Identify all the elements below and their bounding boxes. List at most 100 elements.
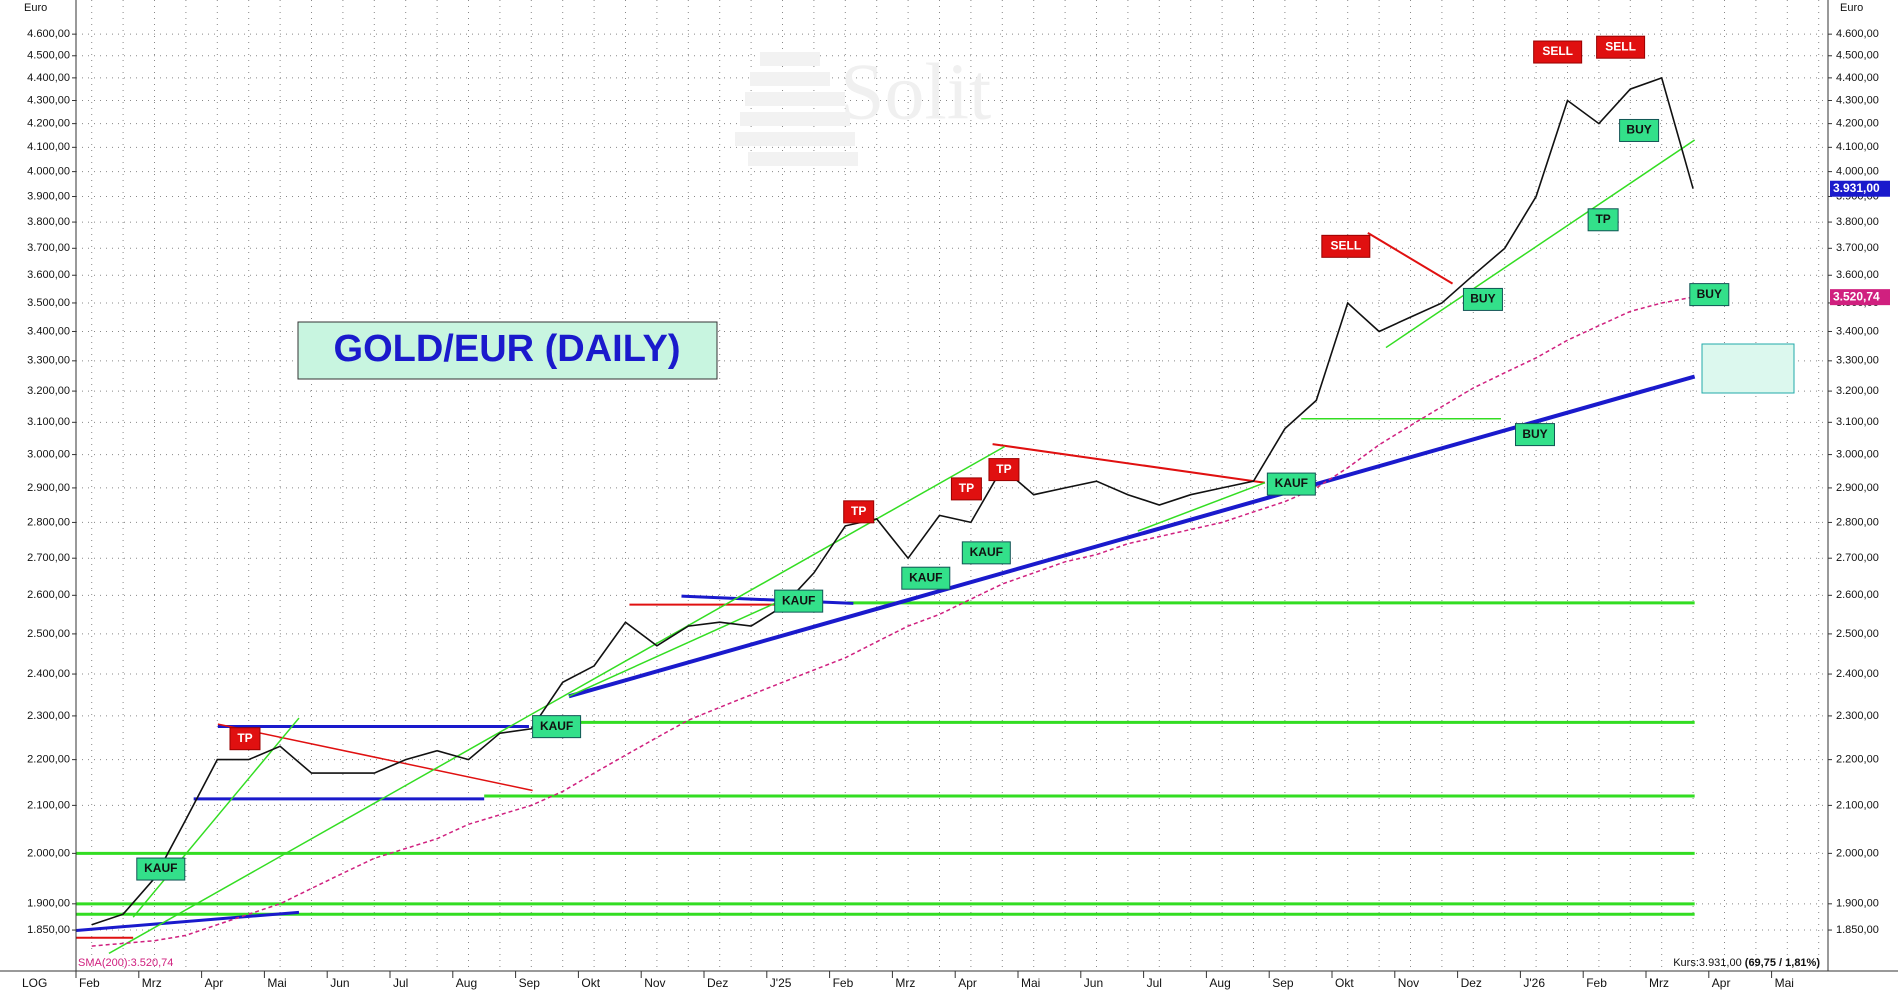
signal-label: TP bbox=[1595, 212, 1610, 226]
y-tick-label-right: 2.400,00 bbox=[1836, 668, 1879, 680]
watermark: Solit bbox=[840, 48, 991, 136]
price-tag-box bbox=[1830, 180, 1890, 197]
x-tick-label: Sep bbox=[519, 976, 541, 990]
trend-line bbox=[568, 374, 1696, 699]
y-tick-label-right: 3.800,00 bbox=[1836, 216, 1879, 228]
y-tick-label-right: 2.600,00 bbox=[1836, 589, 1879, 601]
target-box bbox=[1701, 343, 1795, 394]
x-tick-label: Jul bbox=[1147, 976, 1162, 990]
y-tick-label: 4.500,00 bbox=[27, 50, 70, 62]
y-tick-label-right: 4.400,00 bbox=[1836, 72, 1879, 84]
signal-label: SELL bbox=[1330, 239, 1361, 253]
x-tick-label: Jun bbox=[330, 976, 349, 990]
x-tick-label: J'25 bbox=[770, 976, 792, 990]
y-tick-label: 2.200,00 bbox=[27, 754, 70, 766]
x-tick-label: Aug bbox=[1209, 976, 1230, 990]
trend-line bbox=[108, 445, 1006, 955]
signal-box bbox=[1596, 35, 1646, 59]
signal-label: BUY bbox=[1626, 123, 1651, 137]
y-tick-label-right: 2.200,00 bbox=[1836, 754, 1879, 766]
y-tick-label: 4.000,00 bbox=[27, 166, 70, 178]
y-tick-label: 2.100,00 bbox=[27, 799, 70, 811]
x-tick-label: Mai bbox=[267, 976, 286, 990]
signal-box bbox=[843, 500, 875, 524]
trend-line bbox=[681, 594, 854, 605]
y-tick-label-right: 4.100,00 bbox=[1836, 141, 1879, 153]
signal-box bbox=[901, 566, 951, 590]
signal-box bbox=[1619, 118, 1660, 142]
y-axis-label-right: Euro bbox=[1840, 2, 1863, 14]
y-tick-label-right: 3.100,00 bbox=[1836, 416, 1879, 428]
x-tick-label: Apr bbox=[205, 976, 224, 990]
y-tick-label: 3.800,00 bbox=[27, 216, 70, 228]
x-tick-label: Okt bbox=[1335, 976, 1354, 990]
plot bbox=[76, 76, 1696, 955]
y-tick-label-right: 2.700,00 bbox=[1836, 552, 1879, 564]
signal-box bbox=[774, 589, 824, 613]
signal-box bbox=[136, 857, 186, 881]
y-tick-label: 4.600,00 bbox=[27, 28, 70, 40]
y-axis-label: Euro bbox=[24, 2, 47, 14]
y-tick-label-right: 2.000,00 bbox=[1836, 847, 1879, 859]
trend-line bbox=[568, 602, 776, 698]
y-tick-label: 2.300,00 bbox=[27, 710, 70, 722]
signal-label: KAUF bbox=[970, 545, 1003, 559]
y-tick-label-right: 4.600,00 bbox=[1836, 28, 1879, 40]
y-tick-label: 2.700,00 bbox=[27, 552, 70, 564]
y-tick-label-right: 1.900,00 bbox=[1836, 898, 1879, 910]
quote-price: Kurs:3.931,00 bbox=[1673, 957, 1742, 969]
y-tick-label-right: 3.600,00 bbox=[1836, 269, 1879, 281]
y-tick-label-right: 3.200,00 bbox=[1836, 385, 1879, 397]
y-tick-label-right: 4.300,00 bbox=[1836, 94, 1879, 106]
y-tick-label-right: 1.850,00 bbox=[1836, 924, 1879, 936]
y-tick-label-right: 2.500,00 bbox=[1836, 628, 1879, 640]
x-tick-label: Feb bbox=[833, 976, 854, 990]
trend-line bbox=[76, 910, 300, 932]
trend-line bbox=[132, 717, 300, 918]
scale-label: LOG bbox=[22, 976, 47, 990]
y-tick-label: 4.400,00 bbox=[27, 72, 70, 84]
x-tick-label: Mrz bbox=[1649, 976, 1669, 990]
y-tick-label-right: 3.000,00 bbox=[1836, 448, 1879, 460]
y-tick-label-right: 4.200,00 bbox=[1836, 118, 1879, 130]
x-tick-label: Aug bbox=[456, 976, 477, 990]
signal-label: TP bbox=[959, 481, 974, 495]
price-line bbox=[91, 76, 1694, 926]
signal-box bbox=[961, 541, 1011, 565]
y-tick-label: 3.400,00 bbox=[27, 325, 70, 337]
y-tick-label: 4.300,00 bbox=[27, 94, 70, 106]
x-tick-label: Nov bbox=[644, 976, 665, 990]
y-tick-label: 3.900,00 bbox=[27, 190, 70, 202]
y-tick-label-right: 4.500,00 bbox=[1836, 50, 1879, 62]
y-tick-label: 1.850,00 bbox=[27, 924, 70, 936]
x-tick-label: Dez bbox=[1461, 976, 1482, 990]
x-tick-label: Apr bbox=[1712, 976, 1731, 990]
y-tick-label: 3.100,00 bbox=[27, 416, 70, 428]
signal-box bbox=[988, 458, 1020, 482]
y-tick-label: 2.900,00 bbox=[27, 482, 70, 494]
y-tick-label: 4.200,00 bbox=[27, 118, 70, 130]
signal-box bbox=[950, 477, 982, 501]
signal-label: KAUF bbox=[782, 593, 815, 607]
signal-box bbox=[1587, 208, 1619, 232]
signal-label: KAUF bbox=[1275, 476, 1308, 490]
x-tick-label: Apr bbox=[958, 976, 977, 990]
x-tick-label: Mrz bbox=[895, 976, 915, 990]
x-tick-label: Mai bbox=[1775, 976, 1794, 990]
x-tick-label: Nov bbox=[1398, 976, 1419, 990]
title-box bbox=[297, 321, 718, 380]
y-tick-label: 3.300,00 bbox=[27, 355, 70, 367]
y-tick-label: 2.600,00 bbox=[27, 589, 70, 601]
y-tick-label: 3.000,00 bbox=[27, 448, 70, 460]
y-tick-label-right: 2.100,00 bbox=[1836, 799, 1879, 811]
y-tick-label-right: 4.000,00 bbox=[1836, 166, 1879, 178]
x-tick-label: Mrz bbox=[142, 976, 162, 990]
y-tick-label-right: 2.800,00 bbox=[1836, 516, 1879, 528]
x-tick-label: Feb bbox=[1586, 976, 1607, 990]
sma-tag-label: 3.520,74 bbox=[1833, 289, 1880, 303]
signal-label: KAUF bbox=[909, 570, 942, 584]
signal-box bbox=[532, 715, 582, 739]
